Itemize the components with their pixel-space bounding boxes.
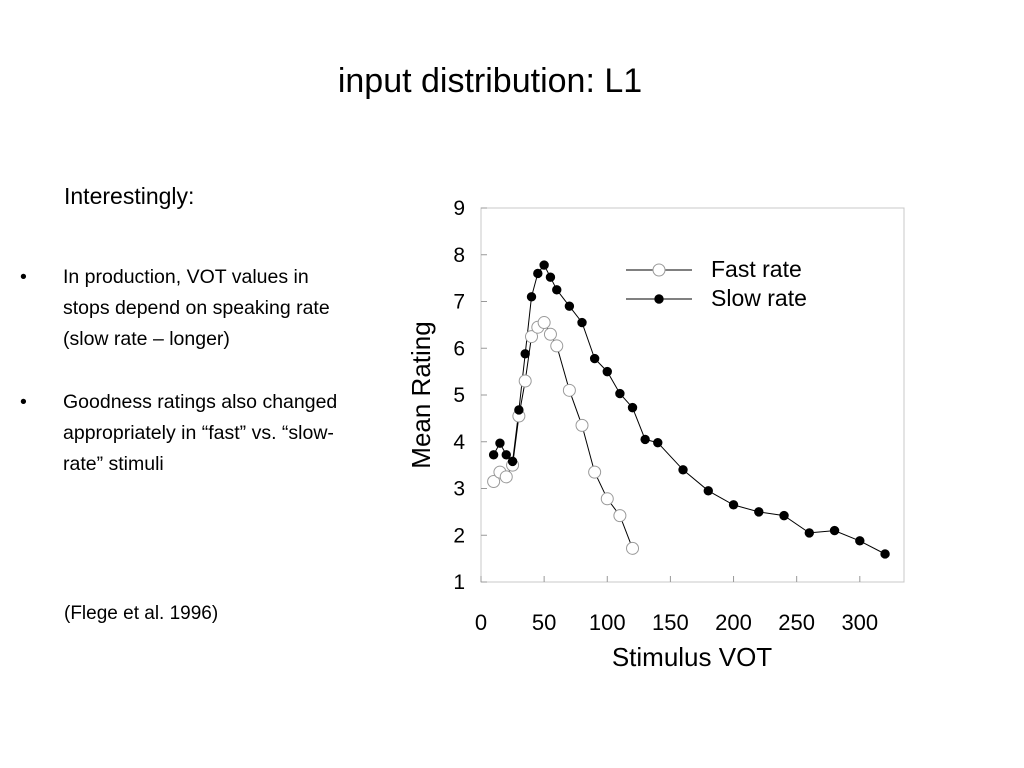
fast-rate-point xyxy=(487,474,501,488)
legend-marker xyxy=(654,294,664,304)
bullet-item-production: • In production, VOT values in stops dep… xyxy=(20,262,360,355)
y-tick-label: 8 xyxy=(453,244,465,267)
y-tick-label: 7 xyxy=(453,291,465,314)
legend: Fast rate Slow rate xyxy=(626,256,807,311)
y-tick-label: 1 xyxy=(453,571,465,594)
fast-rate-point xyxy=(543,327,557,341)
x-tick-label: 50 xyxy=(532,610,556,635)
citation: (Flege et al. 1996) xyxy=(64,603,219,624)
bullet-marker: • xyxy=(20,266,27,288)
legend-label: Slow rate xyxy=(711,285,807,311)
slow-rate-point xyxy=(526,292,537,302)
slow-rate-point xyxy=(678,465,688,475)
y-axis-label: Mean Rating xyxy=(406,321,436,468)
fast-rate-point xyxy=(562,383,576,397)
slow-rate-point xyxy=(577,317,587,328)
slow-rate-point xyxy=(552,285,562,295)
y-tick-label: 4 xyxy=(453,431,465,454)
slow-rate-point xyxy=(589,353,600,364)
slide-title: input distribution: L1 xyxy=(337,62,643,100)
slow-rate-point xyxy=(829,525,840,536)
y-tick-label: 2 xyxy=(453,524,465,547)
y-tick-label: 9 xyxy=(453,197,465,220)
slow-rate-point xyxy=(533,268,543,279)
slow-rate-point xyxy=(703,486,713,496)
fast-rate-point xyxy=(575,418,589,432)
bullet-text: In production, VOT values in stops depen… xyxy=(63,266,330,350)
x-tick-label: 100 xyxy=(589,610,626,635)
x-tick-label: 300 xyxy=(841,610,878,635)
x-tick-label: 150 xyxy=(652,610,689,635)
slow-rate-point xyxy=(728,500,739,510)
legend-marker xyxy=(652,263,666,277)
bullet-item-goodness: • Goodness ratings also changed appropri… xyxy=(20,387,360,480)
bullet-list: • In production, VOT values in stops dep… xyxy=(20,262,360,512)
slow-rate-point xyxy=(754,507,764,517)
slow-rate-point xyxy=(520,349,530,359)
series-layer xyxy=(487,260,890,559)
fast-rate-point xyxy=(613,509,627,523)
intro-text: Interestingly: xyxy=(64,183,195,209)
slow-rate-point xyxy=(545,272,556,282)
bullet-text: Goodness ratings also changed appropriat… xyxy=(63,391,338,475)
fast-rate-point xyxy=(499,470,513,484)
slow-rate-point xyxy=(615,388,625,399)
fast-rate-point xyxy=(550,339,564,353)
fast-rate-point xyxy=(537,316,551,330)
slow-rate-point xyxy=(514,405,524,415)
slow-rate-point xyxy=(564,301,575,311)
slow-rate-point xyxy=(501,450,511,460)
axes-layer: 0 50 100 150 200 250 300 1 2 3 4 5 6 7 8 9 xyxy=(453,197,878,635)
y-tick-label: 3 xyxy=(453,478,465,501)
slow-rate-point xyxy=(855,536,865,546)
x-tick-label: 0 xyxy=(475,610,487,635)
x-axis-label: Stimulus VOT xyxy=(612,642,772,672)
fast-rate-point xyxy=(518,374,532,388)
fast-rate-point xyxy=(588,465,602,479)
slow-rate-point xyxy=(804,528,814,538)
y-tick-label: 5 xyxy=(453,384,465,407)
slow-rate-point xyxy=(880,549,890,559)
slow-rate-point xyxy=(488,450,499,460)
bullet-marker: • xyxy=(20,391,27,413)
y-tick-label: 6 xyxy=(453,337,465,360)
slow-rate-point xyxy=(640,434,650,445)
slow-rate-point xyxy=(627,402,638,413)
slow-rate-point xyxy=(602,366,612,377)
legend-label: Fast rate xyxy=(711,256,802,282)
fast-rate-point xyxy=(626,541,640,555)
slow-rate-point xyxy=(495,438,505,448)
fast-rate-point xyxy=(525,330,539,344)
slow-rate-point xyxy=(507,456,518,467)
x-tick-label: 250 xyxy=(778,610,815,635)
series-line-fast-rate xyxy=(493,321,633,549)
fast-rate-point xyxy=(600,492,614,506)
slow-rate-point xyxy=(653,437,663,448)
x-tick-label: 200 xyxy=(715,610,752,635)
slow-rate-point xyxy=(539,260,549,270)
slow-rate-point xyxy=(779,510,789,521)
series-line-slow-rate xyxy=(493,264,886,555)
